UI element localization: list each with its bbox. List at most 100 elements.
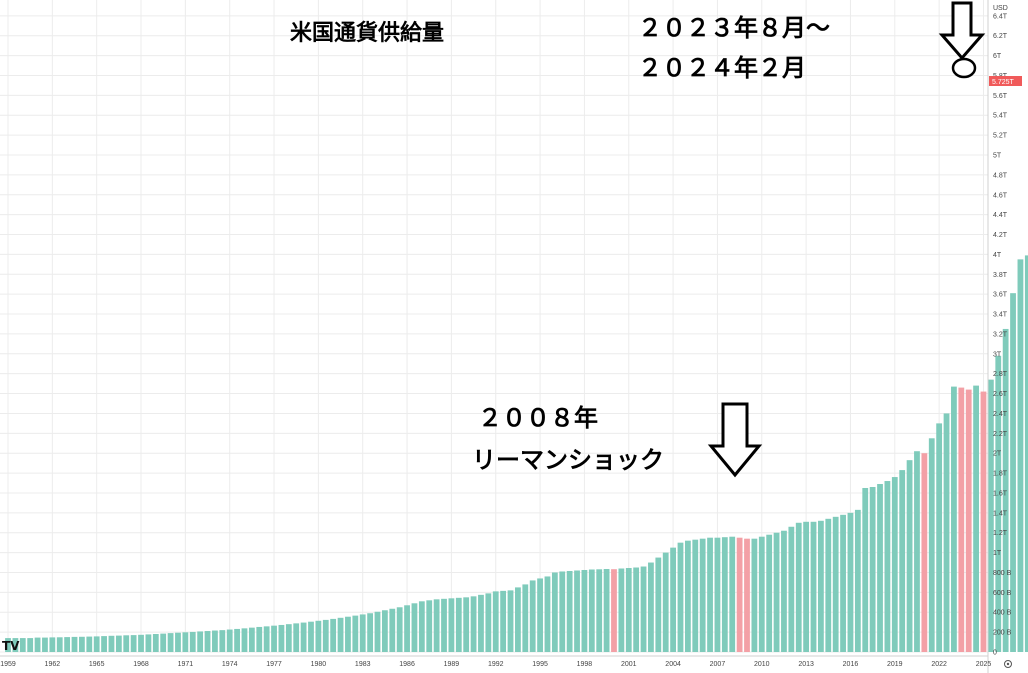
bar[interactable]	[79, 636, 85, 652]
bar[interactable]	[204, 631, 211, 652]
bar[interactable]	[987, 379, 994, 652]
bar[interactable]	[810, 521, 817, 652]
bar[interactable]	[551, 572, 558, 652]
bar[interactable]	[86, 636, 93, 652]
bar[interactable]	[670, 547, 676, 652]
bar[interactable]	[529, 580, 536, 652]
bar[interactable]	[49, 637, 56, 652]
bar[interactable]	[574, 570, 580, 652]
bar[interactable]	[5, 638, 11, 652]
bar[interactable]	[1024, 255, 1028, 653]
bar[interactable]	[404, 605, 410, 652]
bar[interactable]	[781, 530, 787, 652]
bar[interactable]	[618, 568, 625, 652]
bar[interactable]	[115, 635, 122, 652]
bar[interactable]	[951, 386, 957, 652]
bar[interactable]	[441, 598, 447, 652]
bar[interactable]	[854, 509, 861, 652]
bar[interactable]	[130, 635, 137, 652]
bar[interactable]	[182, 632, 189, 652]
bar[interactable]	[411, 603, 418, 652]
bar[interactable]	[485, 593, 492, 652]
bar[interactable]	[374, 611, 381, 652]
bar[interactable]	[773, 532, 780, 652]
bar[interactable]	[914, 451, 920, 652]
bar[interactable]	[832, 516, 839, 652]
bar[interactable]	[544, 576, 551, 652]
bar[interactable]	[1002, 328, 1009, 652]
bar[interactable]	[234, 628, 240, 652]
bar[interactable]	[463, 597, 470, 652]
bar[interactable]	[345, 616, 351, 652]
bar[interactable]	[684, 540, 691, 652]
bar[interactable]	[300, 622, 307, 652]
bar[interactable]	[891, 477, 898, 652]
bar[interactable]	[19, 638, 26, 652]
bar[interactable]	[655, 557, 662, 652]
bar[interactable]	[34, 637, 41, 652]
bar[interactable]	[145, 634, 152, 652]
bar[interactable]	[470, 596, 477, 652]
bar[interactable]	[596, 569, 603, 652]
bar[interactable]	[515, 587, 521, 652]
bar[interactable]	[958, 387, 965, 652]
bar[interactable]	[729, 536, 736, 652]
bar[interactable]	[71, 636, 78, 652]
bar[interactable]	[825, 518, 832, 652]
bar[interactable]	[633, 567, 640, 652]
bar[interactable]	[581, 569, 588, 652]
bar[interactable]	[936, 423, 943, 652]
bar[interactable]	[788, 526, 795, 652]
bar[interactable]	[662, 552, 669, 652]
bar[interactable]	[293, 623, 300, 652]
bar[interactable]	[766, 534, 773, 652]
bar[interactable]	[352, 615, 359, 652]
bar[interactable]	[744, 538, 750, 652]
bar[interactable]	[603, 569, 610, 652]
bar[interactable]	[840, 514, 846, 652]
bar[interactable]	[226, 629, 233, 652]
bar[interactable]	[167, 633, 174, 652]
bar[interactable]	[285, 624, 292, 652]
bar[interactable]	[795, 522, 802, 652]
bar[interactable]	[152, 634, 159, 652]
bar[interactable]	[648, 562, 654, 652]
bar[interactable]	[995, 355, 1002, 652]
bar[interactable]	[189, 631, 196, 652]
bar[interactable]	[271, 625, 277, 652]
bar[interactable]	[736, 537, 743, 652]
bar[interactable]	[640, 566, 647, 652]
bar[interactable]	[537, 578, 543, 652]
bar[interactable]	[160, 633, 167, 652]
bar[interactable]	[884, 481, 891, 652]
bar[interactable]	[278, 624, 285, 652]
bar[interactable]	[248, 627, 255, 652]
bar[interactable]	[899, 470, 906, 652]
bar[interactable]	[611, 569, 617, 652]
bar[interactable]	[330, 618, 337, 652]
bar[interactable]	[692, 539, 699, 652]
bar[interactable]	[315, 620, 322, 652]
bar[interactable]	[818, 520, 824, 652]
bar[interactable]	[101, 636, 107, 652]
bar[interactable]	[337, 617, 344, 652]
bar[interactable]	[478, 594, 484, 652]
bar[interactable]	[418, 601, 425, 652]
bar[interactable]	[625, 568, 632, 652]
bar[interactable]	[559, 571, 566, 652]
bar[interactable]	[93, 636, 100, 652]
bar[interactable]	[64, 637, 71, 652]
bar[interactable]	[677, 542, 684, 652]
bar[interactable]	[12, 638, 19, 652]
bar[interactable]	[943, 413, 950, 652]
bar[interactable]	[921, 453, 928, 652]
bar[interactable]	[522, 584, 529, 652]
bar[interactable]	[448, 598, 455, 652]
bar[interactable]	[27, 638, 34, 652]
bar[interactable]	[359, 614, 366, 652]
bar[interactable]	[197, 631, 204, 652]
bar[interactable]	[175, 632, 181, 652]
bar[interactable]	[138, 634, 144, 652]
bar[interactable]	[389, 608, 396, 652]
bar[interactable]	[877, 484, 883, 652]
